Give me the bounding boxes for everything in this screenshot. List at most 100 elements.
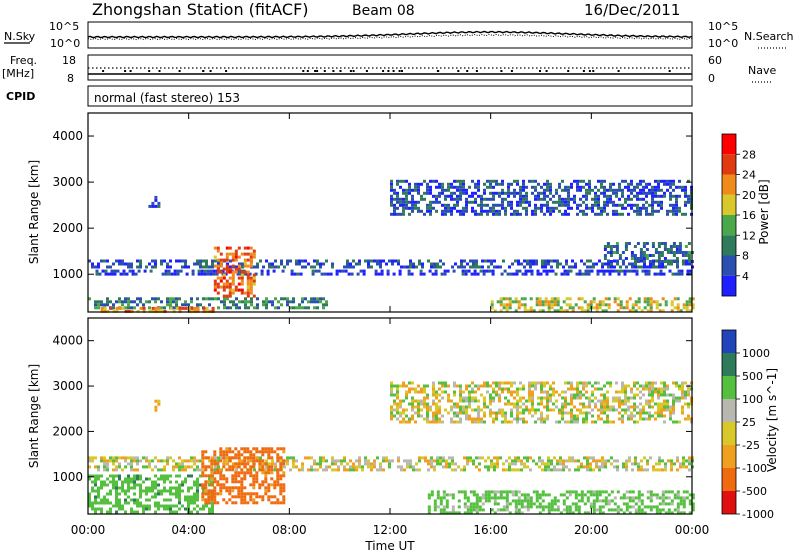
- velocity-cell-4: [546, 402, 549, 406]
- power-cell-8: [639, 254, 643, 257]
- power-cell-6: [402, 197, 405, 201]
- velocity-cell-4: [471, 399, 474, 403]
- power-cell-7: [592, 297, 596, 301]
- velocity-cell-0: [652, 465, 655, 469]
- velocity-cell-4: [681, 381, 684, 385]
- power-cell-1: [164, 269, 168, 273]
- power-cell-2: [325, 303, 328, 307]
- velocity-cell-4: [507, 381, 510, 385]
- velocity-cell-1: [208, 477, 211, 481]
- velocity-cell-2: [258, 486, 262, 490]
- velocity-cell-5: [565, 490, 569, 494]
- velocity-cell-0: [193, 462, 196, 466]
- velocity-cell-0: [295, 465, 298, 469]
- velocity-cell-1: [151, 489, 154, 493]
- power-cell-2: [316, 297, 319, 301]
- velocity-cell-4: [477, 408, 480, 412]
- power-cell-6: [396, 194, 399, 198]
- power-cell-6: [438, 185, 441, 189]
- power-cell-6: [639, 212, 642, 216]
- power-cell-7: [580, 297, 584, 301]
- power-cell-6: [606, 197, 609, 201]
- noise-search-trace: [87, 33, 693, 41]
- velocity-cell-2: [258, 450, 262, 454]
- power-cell-1: [566, 272, 570, 276]
- velocity-cell-5: [511, 490, 515, 494]
- power-cell-6: [474, 182, 477, 186]
- power-cell-6: [666, 182, 669, 186]
- velocity-cell-0: [226, 459, 229, 463]
- power-cell-0: [589, 265, 592, 269]
- velocity-cell-1: [94, 495, 97, 499]
- velocity-cell-0: [430, 456, 433, 460]
- velocity-cell-5: [493, 493, 497, 497]
- power-cell-6: [429, 203, 432, 207]
- power-cell-2: [319, 300, 322, 304]
- velocity-cell-4: [570, 411, 573, 415]
- velocity-cell-4: [468, 390, 471, 394]
- velocity-cell-4: [471, 417, 474, 421]
- velocity-cell-0: [88, 456, 91, 460]
- velocity-cell-1: [193, 501, 196, 505]
- velocity-cell-0: [478, 456, 481, 460]
- power-cell-6: [612, 182, 615, 186]
- velocity-cell-4: [606, 381, 609, 385]
- power-cell-4: [213, 282, 217, 286]
- velocity-cell-5: [484, 490, 488, 494]
- velocity-cell-4: [573, 417, 576, 421]
- velocity-cell-2: [252, 477, 256, 481]
- velocity-cell-4: [405, 384, 408, 388]
- power-cell-0: [166, 262, 169, 266]
- velocity-cell-5: [673, 496, 677, 500]
- velocity-cell-5: [661, 490, 665, 494]
- velocity-cell-4: [408, 420, 411, 424]
- velocity-cell-1: [97, 501, 100, 505]
- velocity-cell-4: [483, 381, 486, 385]
- power-cell-7: [505, 309, 509, 313]
- power-cell-4: [237, 276, 241, 280]
- power-cell-8: [624, 242, 628, 245]
- velocity-cell-4: [612, 420, 615, 424]
- power-cell-0: [181, 265, 184, 269]
- power-cell-6: [453, 206, 456, 210]
- velocity-cell-4: [657, 393, 660, 397]
- velocity-cell-0: [106, 459, 109, 463]
- velocity-cell-4: [438, 420, 441, 424]
- velocity-cell-4: [681, 411, 684, 415]
- velocity-cell-0: [427, 468, 430, 472]
- power-cell-6: [408, 182, 411, 186]
- power-cell-6: [432, 194, 435, 198]
- velocity-cell-0: [208, 459, 211, 463]
- power-cell-1: [461, 269, 465, 273]
- velocity-cell-4: [609, 381, 612, 385]
- velocity-colorbar-tick-label: -1000: [742, 508, 774, 521]
- velocity-cell-4: [600, 387, 603, 391]
- velocity-cell-0: [523, 456, 526, 460]
- velocity-cell-0: [133, 468, 136, 472]
- power-cell-0: [544, 259, 547, 263]
- velocity-cell-0: [385, 456, 388, 460]
- velocity-cell-2: [225, 501, 229, 505]
- velocity-cell-1: [97, 477, 100, 481]
- velocity-cell-2: [243, 501, 247, 505]
- power-cell-4: [231, 291, 235, 295]
- velocity-cell-2: [240, 501, 244, 505]
- power-cell-6: [402, 191, 405, 195]
- velocity-cell-4: [639, 417, 642, 421]
- power-cell-6: [471, 200, 474, 204]
- velocity-cell-5: [433, 508, 437, 512]
- power-cell-6: [675, 197, 678, 201]
- velocity-cell-4: [471, 387, 474, 391]
- power-cell-7: [613, 297, 617, 301]
- velocity-cell-4: [393, 408, 396, 412]
- velocity-cell-4: [465, 399, 468, 403]
- power-colorbar-tick-label: 20: [742, 189, 756, 202]
- power-cell-1: [131, 269, 135, 273]
- velocity-cell-5: [445, 493, 449, 497]
- velocity-cell-1: [154, 480, 157, 484]
- velocity-cell-0: [484, 459, 487, 463]
- power-cell-7: [538, 303, 542, 307]
- velocity-cell-2: [267, 468, 271, 472]
- power-cell-0: [475, 262, 478, 266]
- power-cell-0: [460, 259, 463, 263]
